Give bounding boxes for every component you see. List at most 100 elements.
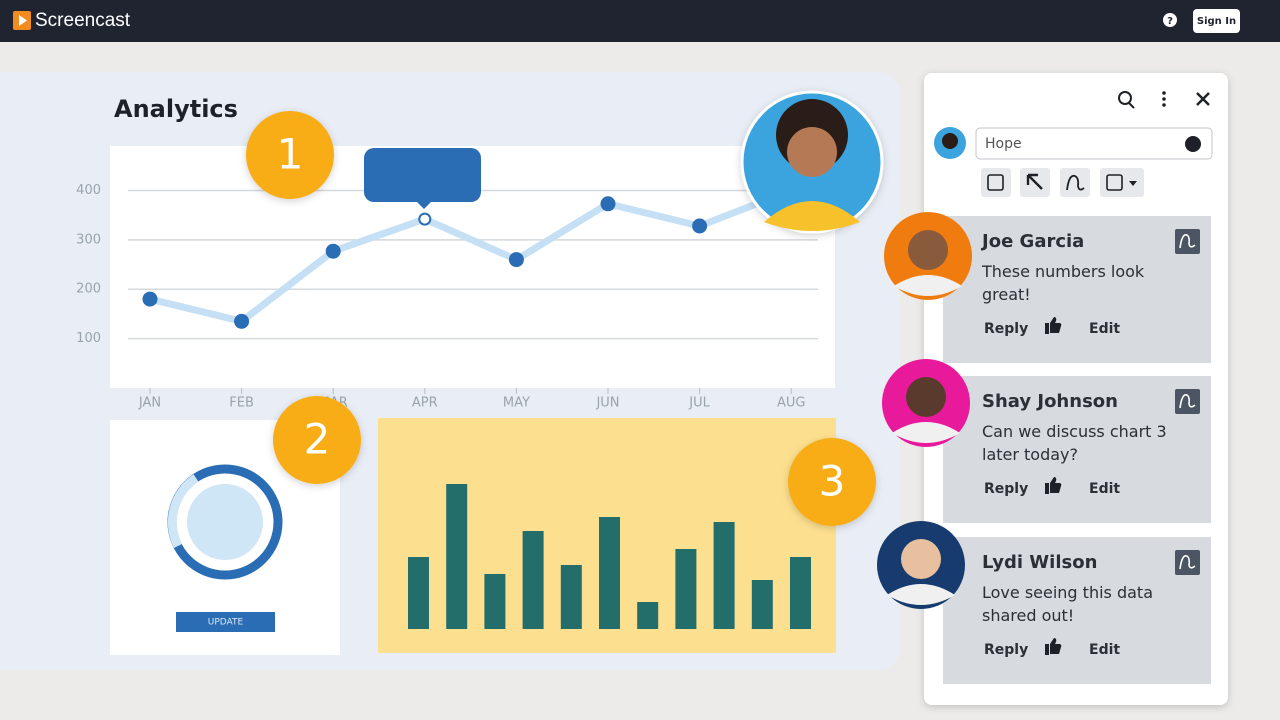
bar — [560, 565, 582, 629]
commenter-face — [908, 230, 948, 270]
tool-arrow-icon[interactable] — [1026, 173, 1043, 190]
tool-shape-icon[interactable] — [1106, 174, 1123, 191]
edit-button[interactable]: Edit — [1089, 481, 1120, 497]
y-tick-label: 300 — [76, 232, 101, 247]
menu-dot[interactable] — [1162, 103, 1166, 107]
bar — [599, 517, 620, 629]
annotation-type-icon — [1175, 389, 1200, 414]
annotation-type-glyph — [1179, 393, 1196, 409]
menu-dot[interactable] — [1162, 97, 1166, 101]
comment-text: Can we discuss chart 3 later today? — [982, 422, 1167, 464]
data-point — [234, 313, 250, 329]
user-avatar-hair — [942, 133, 958, 149]
tool-draw-icon[interactable] — [1066, 174, 1085, 191]
y-tick-label: 200 — [76, 282, 101, 297]
data-point — [692, 218, 708, 234]
tooltip — [364, 148, 481, 202]
step-badge — [273, 396, 361, 484]
sign-in-button[interactable] — [1193, 9, 1240, 33]
avatar-face — [787, 127, 837, 177]
menu-dot[interactable] — [1162, 91, 1166, 95]
x-tick-label: AUG — [777, 396, 805, 411]
bar — [790, 557, 811, 629]
data-point — [142, 291, 158, 307]
bar — [751, 580, 773, 629]
logo-play — [19, 15, 27, 26]
tooltip-pointer — [416, 201, 432, 209]
bar — [446, 484, 468, 629]
step-number: 2 — [304, 415, 331, 464]
comment-card — [943, 216, 1211, 363]
commenter-body — [894, 275, 962, 296]
comment-card — [943, 537, 1211, 684]
data-point — [325, 243, 341, 259]
comment-input[interactable] — [975, 127, 1213, 160]
annotation-type-glyph — [1179, 233, 1196, 249]
edit-button[interactable]: Edit — [1089, 642, 1120, 658]
step-number: 3 — [819, 457, 846, 506]
tool-rect[interactable] — [981, 168, 1011, 197]
step-badge — [788, 438, 876, 526]
bar — [713, 522, 735, 629]
reply-button[interactable]: Reply — [984, 642, 1028, 658]
commenter-face — [906, 377, 946, 417]
bar — [637, 602, 659, 629]
tool-draw[interactable] — [1060, 168, 1090, 197]
reply-button[interactable]: Reply — [984, 321, 1028, 337]
bar — [675, 549, 697, 629]
commenter-name: Lydi Wilson — [982, 552, 1097, 573]
data-point — [508, 252, 524, 268]
sign-in-text[interactable]: Sign In — [1197, 16, 1236, 27]
commenter-face — [901, 539, 941, 579]
x-tick-label: JAN — [138, 396, 161, 411]
bar — [484, 574, 506, 629]
x-tick-label: JUL — [688, 396, 710, 411]
comment-text: These numbers look great! — [982, 262, 1145, 304]
bar — [408, 557, 429, 629]
commenter-name: Joe Garcia — [980, 231, 1084, 252]
like-button[interactable] — [1045, 638, 1062, 655]
annotation-type-icon — [1175, 229, 1200, 254]
search-icon[interactable] — [1118, 91, 1132, 105]
commenter-body — [892, 422, 960, 443]
update-button[interactable] — [176, 612, 275, 632]
logo-text: Screencast — [35, 10, 131, 31]
like-button[interactable] — [1045, 477, 1062, 494]
comment-text: Love seeing this data shared out! — [982, 583, 1153, 625]
commenter-body — [887, 584, 955, 605]
donut-center — [187, 484, 263, 560]
tool-rect-icon[interactable] — [987, 174, 1004, 191]
emoji-icon[interactable] — [1185, 136, 1201, 152]
help-icon[interactable] — [1163, 13, 1177, 27]
y-tick-label: 400 — [76, 183, 101, 198]
edit-button[interactable]: Edit — [1089, 321, 1120, 337]
close-icon[interactable] — [1196, 92, 1210, 106]
x-tick-label: JUN — [595, 396, 619, 411]
dashboard-title: Analytics — [114, 95, 238, 123]
x-tick-label: MAY — [503, 396, 530, 411]
search-handle[interactable] — [1128, 102, 1135, 109]
comment-card — [943, 376, 1211, 523]
like-button[interactable] — [1045, 317, 1062, 334]
annotation-type-icon — [1175, 550, 1200, 575]
data-point — [418, 212, 432, 226]
x-tick-label: APR — [412, 396, 438, 411]
avatar-shirt — [764, 201, 860, 231]
reply-button[interactable]: Reply — [984, 481, 1028, 497]
help-text[interactable]: ? — [1167, 16, 1173, 27]
data-point — [600, 196, 616, 212]
step-badge — [246, 111, 334, 199]
data-line — [149, 187, 793, 325]
update-text[interactable]: UPDATE — [208, 618, 244, 628]
commenter-name: Shay Johnson — [982, 391, 1118, 412]
tool-shape-caret[interactable] — [1129, 181, 1137, 186]
input-placeholder[interactable]: Hope — [985, 136, 1022, 152]
step-number: 1 — [277, 130, 304, 179]
top-bar — [0, 0, 1280, 42]
annotation-type-glyph — [1179, 554, 1196, 570]
bar — [522, 531, 544, 629]
y-tick-label: 100 — [76, 331, 101, 346]
donut-gap — [167, 474, 199, 549]
